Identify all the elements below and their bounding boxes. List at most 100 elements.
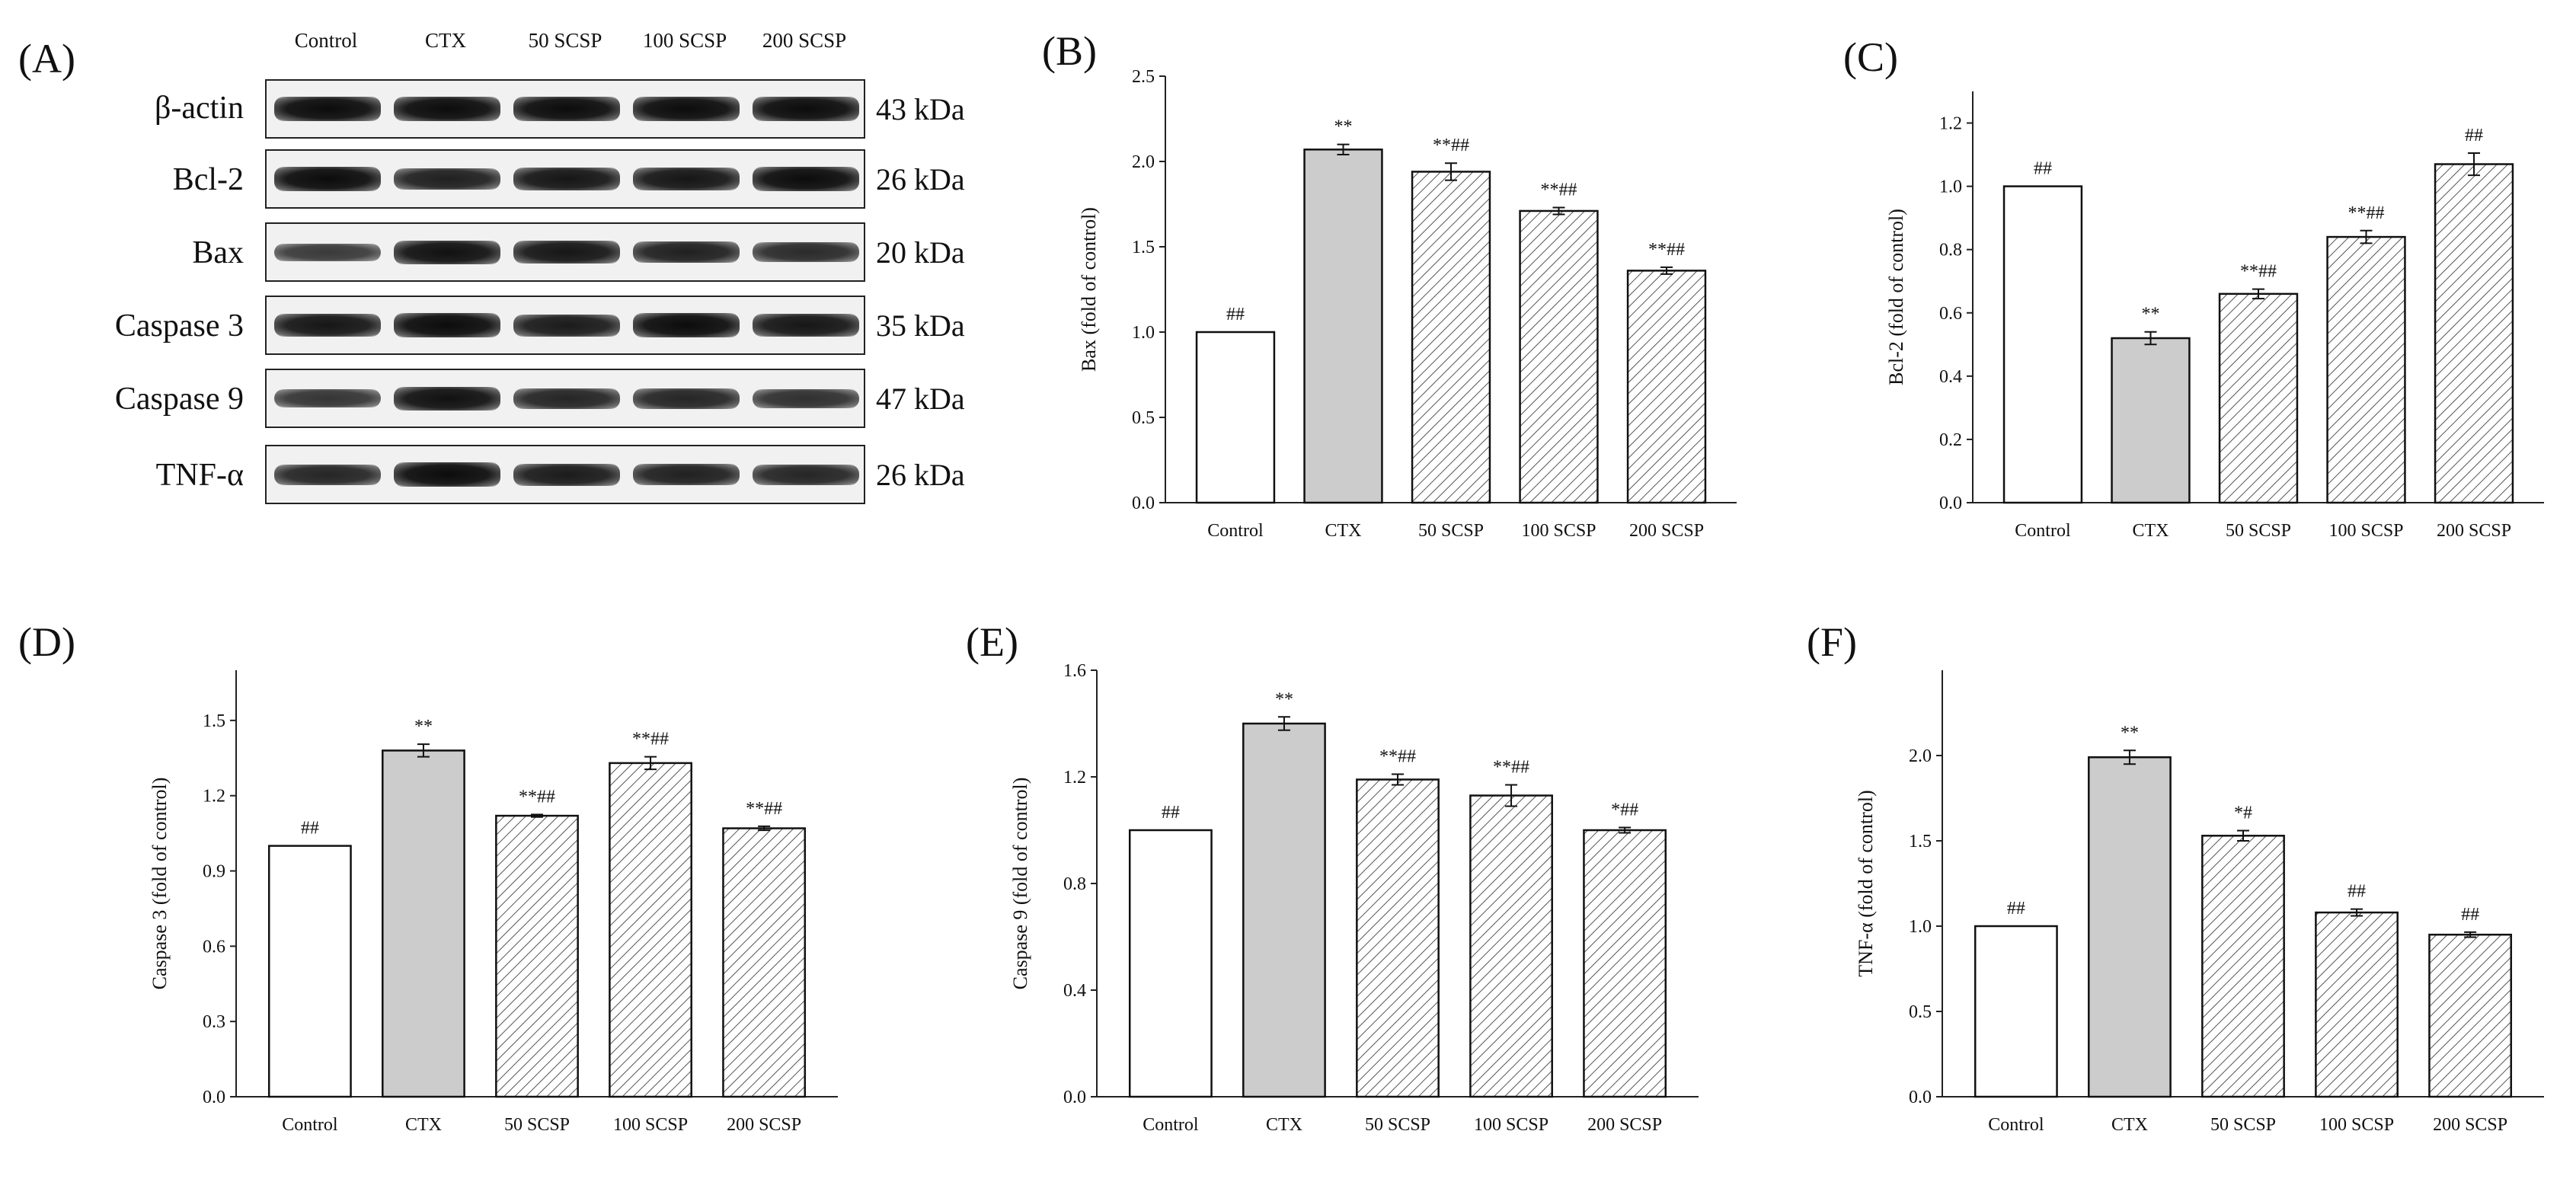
- blot-band: [633, 464, 740, 485]
- blot-band: [274, 243, 381, 261]
- blot-band: [633, 313, 740, 337]
- blot-band: [394, 313, 500, 337]
- y-tick-label: 0.9: [203, 862, 225, 882]
- x-tick-label: 50 SCSP: [2226, 521, 2291, 541]
- lane-header-100-scsp: 100 SCSP: [642, 29, 727, 52]
- x-tick-label: 200 SCSP: [2433, 1115, 2507, 1135]
- bar: [2111, 337, 2191, 504]
- y-tick-label: 2.0: [1132, 152, 1155, 172]
- blot-strip-bax: [265, 222, 865, 282]
- panel-label-b: (B): [1042, 28, 1097, 74]
- significance-label: ##: [1162, 803, 1180, 823]
- significance-label: ##: [2347, 882, 2366, 902]
- blot-band: [394, 462, 500, 487]
- bar: [495, 814, 579, 1098]
- y-tick-label: 0.0: [1132, 494, 1155, 513]
- significance-label: **: [414, 717, 433, 736]
- bar: [2218, 292, 2299, 504]
- y-tick-label: 0.3: [203, 1012, 225, 1032]
- bar: [2315, 911, 2399, 1098]
- y-axis-label: Caspase 3 (fold of control): [149, 778, 171, 990]
- blot-band: [513, 241, 620, 264]
- blot-band: [633, 168, 740, 190]
- bar: [2088, 756, 2172, 1098]
- blot-band: [394, 97, 500, 121]
- blot-band: [513, 168, 620, 190]
- kda-beta-actin: 43 kDa: [876, 92, 965, 126]
- x-tick-label: 200 SCSP: [1629, 521, 1704, 541]
- kda-bcl2: 26 kDa: [876, 162, 965, 196]
- lane-header-ctx: CTX: [425, 29, 466, 52]
- significance-label: ##: [2034, 159, 2052, 179]
- blot-band: [513, 97, 620, 121]
- blot-band: [633, 388, 740, 409]
- x-tick-label: Control: [1988, 1115, 2044, 1135]
- kda-caspase3: 35 kDa: [876, 308, 965, 343]
- bar: [2326, 235, 2406, 504]
- lane-header-control: Control: [294, 29, 358, 52]
- blot-band: [513, 463, 620, 486]
- blot-label-bax: Bax: [192, 235, 244, 270]
- significance-label: **##: [1433, 136, 1469, 155]
- western-blot-panel: Control CTX 50 SCSP 100 SCSP 200 SCSP β-…: [0, 0, 1013, 533]
- blot-band: [274, 464, 381, 485]
- significance-label: **##: [1648, 240, 1685, 260]
- bar: [1469, 794, 1553, 1098]
- y-tick-label: 0.4: [1063, 981, 1086, 1001]
- x-tick-label: Control: [1207, 521, 1264, 541]
- bar: [1195, 331, 1276, 504]
- y-tick-label: 1.6: [1063, 661, 1086, 681]
- blot-band: [753, 242, 859, 262]
- bar: [1974, 925, 2058, 1098]
- blot-band: [513, 388, 620, 409]
- bar: [1356, 778, 1440, 1098]
- blot-band: [753, 388, 859, 408]
- caspase3-bar-chart: Caspase 3 (fold of control) 0.0 0.3 0.6 0.9 1…: [149, 670, 838, 1135]
- blot-band: [274, 389, 381, 407]
- x-tick-label: 100 SCSP: [2328, 521, 2403, 541]
- lane-header-50-scsp: 50 SCSP: [528, 29, 602, 52]
- y-tick-label: 0.0: [1063, 1088, 1086, 1107]
- x-tick-label: Control: [282, 1115, 338, 1135]
- y-tick-label: 0.5: [1909, 1002, 1932, 1022]
- tnf-alpha-bar-chart: TNF-α (fold of control) 0.0 0.5 1.0 1.5 2.0 ##…: [1855, 670, 2544, 1135]
- y-tick-label: 0.8: [1063, 874, 1086, 894]
- x-tick-label: 100 SCSP: [613, 1115, 688, 1135]
- blot-strip-tnf-alpha: [265, 445, 865, 504]
- significance-label: **##: [519, 787, 555, 807]
- panel-label-e: (E): [966, 619, 1018, 665]
- significance-label: **##: [1541, 180, 1577, 200]
- blot-label-bcl2: Bcl-2: [172, 162, 244, 197]
- blot-label-caspase3: Caspase 3: [114, 308, 244, 343]
- y-tick-label: 0.4: [1939, 367, 1962, 387]
- x-tick-label: 50 SCSP: [504, 1115, 570, 1135]
- y-tick-label: 1.5: [203, 711, 225, 731]
- significance-label: **: [2121, 723, 2139, 743]
- significance-label: **##: [746, 799, 782, 819]
- x-tick-label: Control: [2015, 521, 2071, 541]
- x-tick-label: CTX: [2132, 521, 2169, 541]
- blot-band: [753, 167, 859, 191]
- panel-label-f: (F): [1807, 619, 1857, 665]
- y-tick-label: 0.0: [1939, 494, 1962, 513]
- blot-band: [753, 464, 859, 485]
- significance-label: **##: [1379, 747, 1416, 767]
- significance-label: **##: [2240, 262, 2277, 282]
- blot-band: [274, 97, 381, 121]
- bar: [2201, 835, 2285, 1098]
- blot-strip-caspase3: [265, 296, 865, 355]
- significance-label: ##: [2461, 905, 2479, 925]
- panel-label-d: (D): [18, 619, 75, 665]
- bar: [1583, 829, 1667, 1098]
- x-tick-label: CTX: [2111, 1115, 2148, 1135]
- bar: [2002, 185, 2083, 504]
- blot-band: [753, 97, 859, 121]
- y-tick-label: 0.5: [1132, 408, 1155, 428]
- bar: [1411, 171, 1491, 504]
- significance-label: *##: [1611, 800, 1638, 820]
- bar: [382, 749, 465, 1098]
- blot-band: [394, 240, 500, 264]
- y-tick-label: 1.2: [1063, 768, 1086, 788]
- lane-header-200-scsp: 200 SCSP: [762, 29, 847, 52]
- y-tick-label: 1.0: [1909, 917, 1932, 937]
